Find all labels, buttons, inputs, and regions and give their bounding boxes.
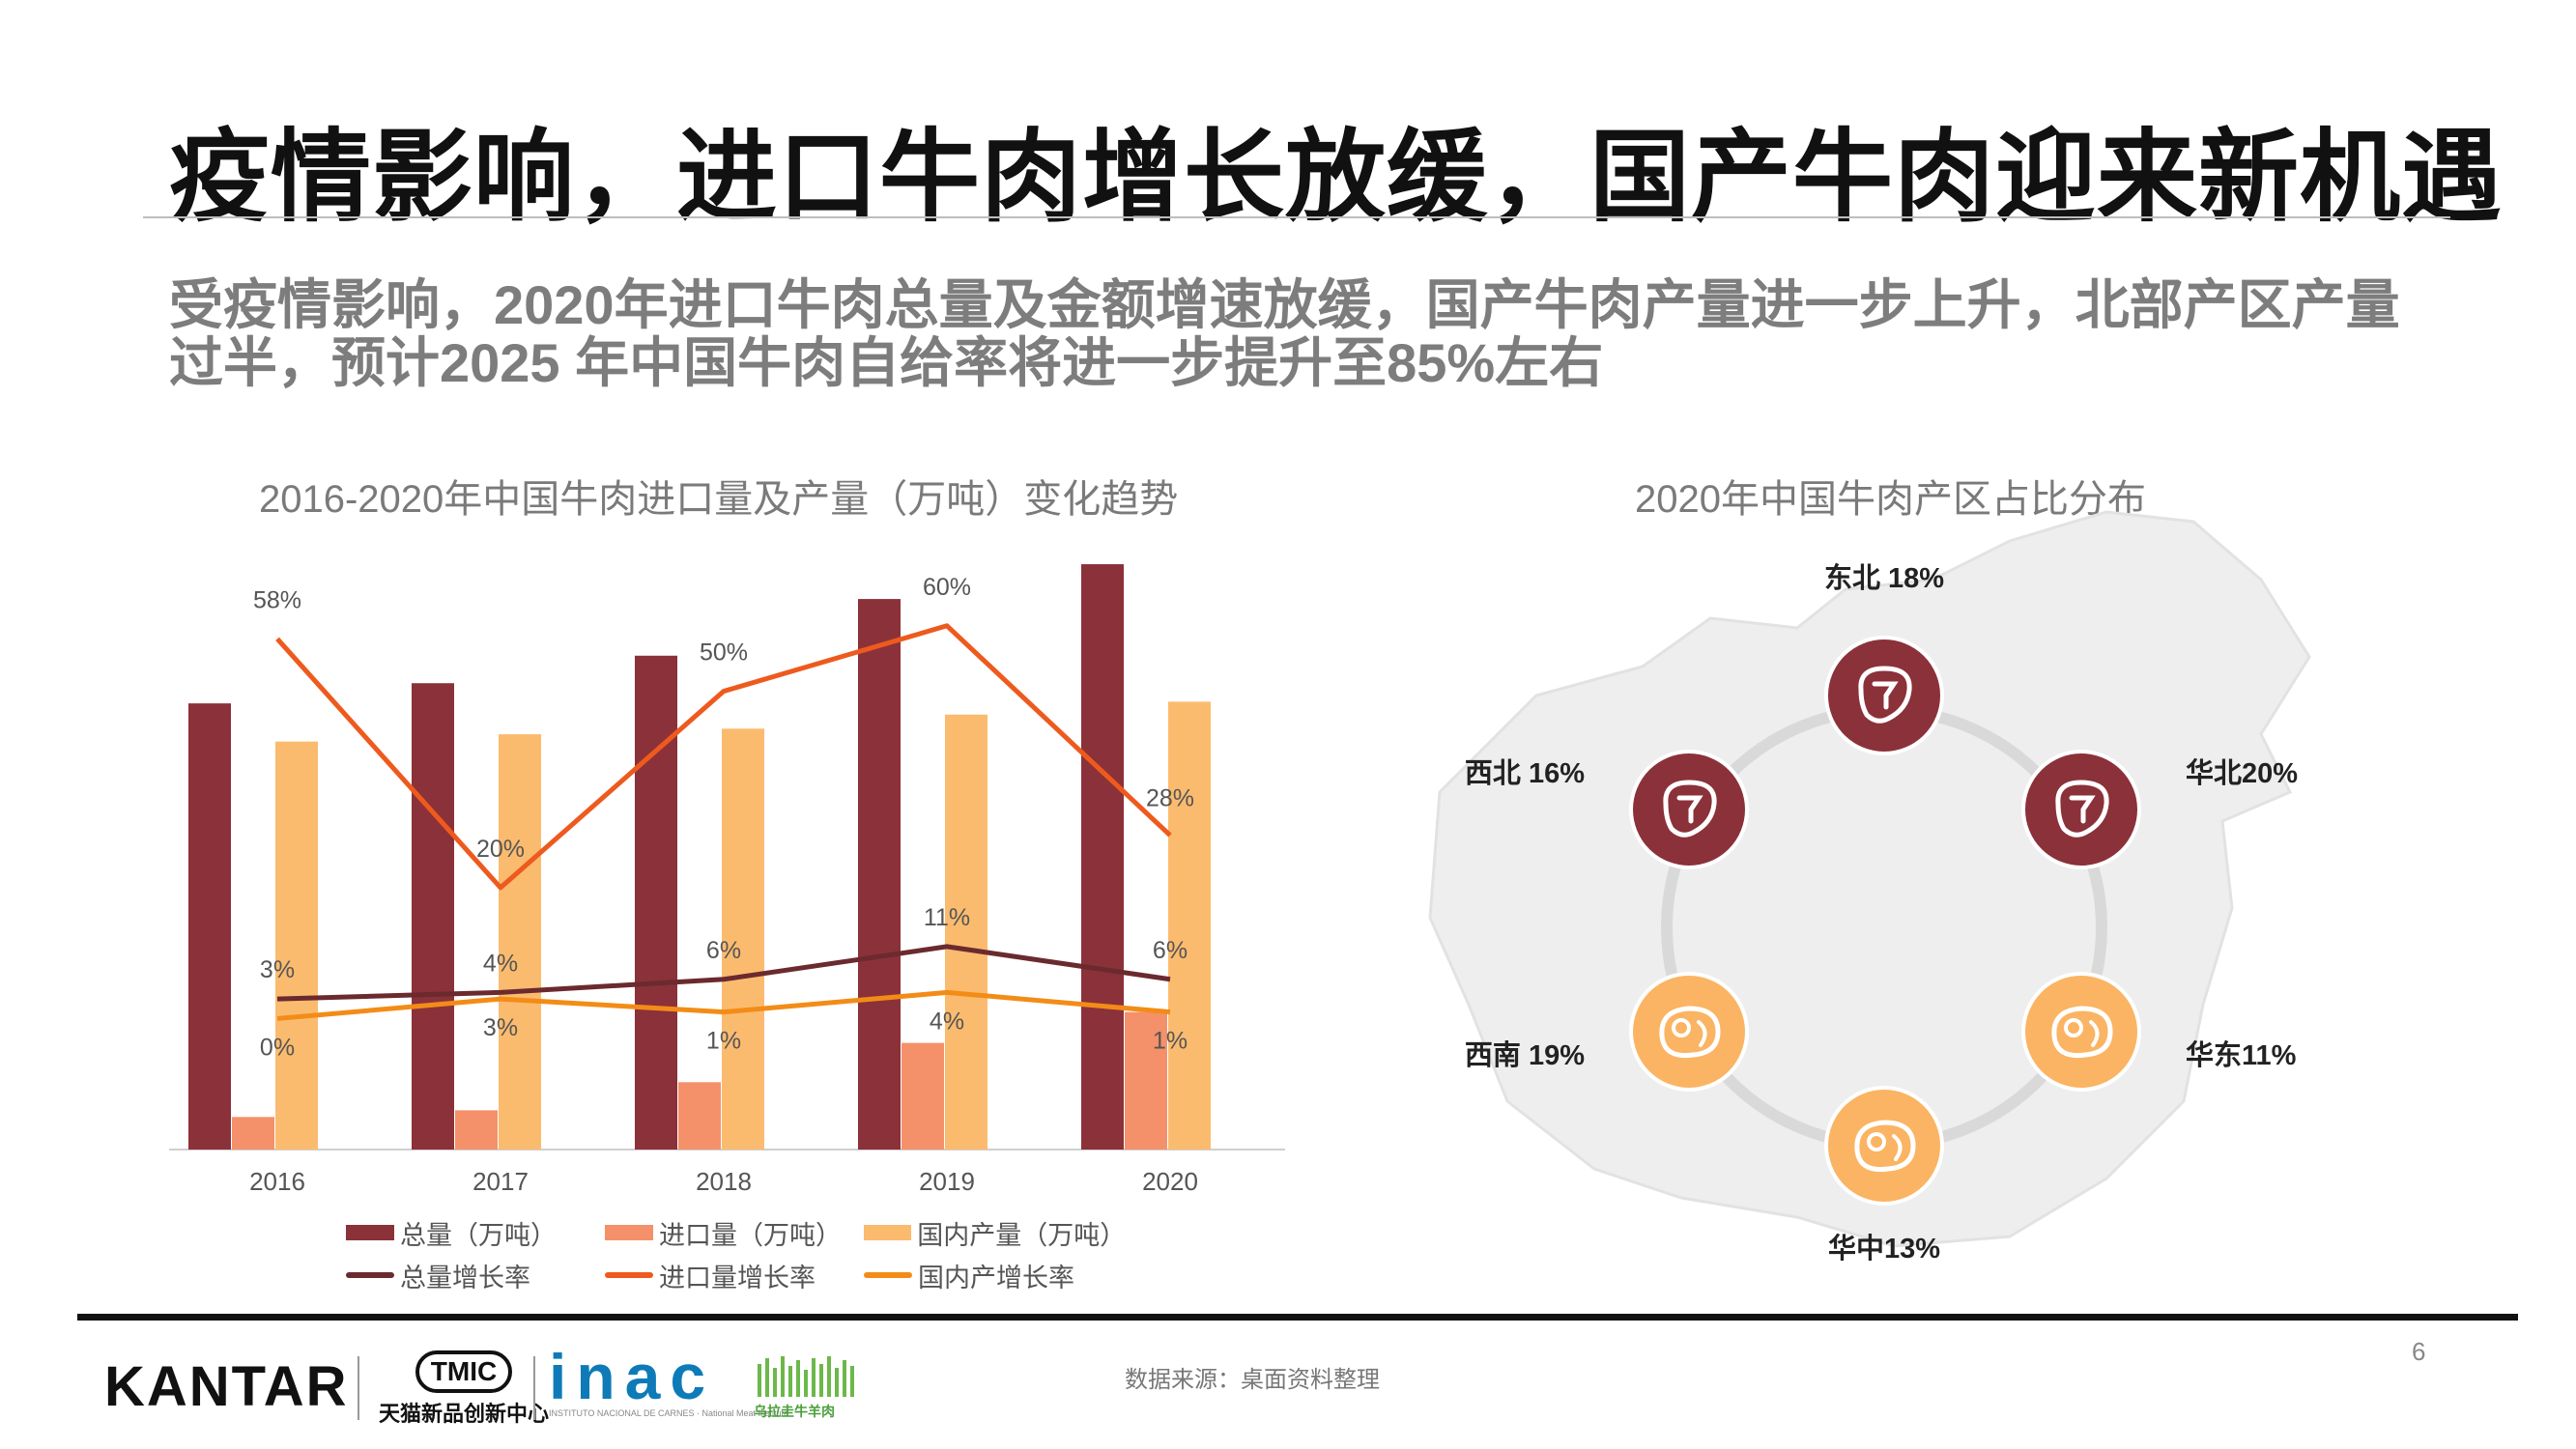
legend-item-total: 总量（万吨） bbox=[346, 1214, 605, 1252]
import-production-chart: 2016 2017 2018 2019 2020 3% 4% 6% 11% 6% 58% 20% 50%… bbox=[169, 564, 1285, 1196]
x-tick-label: 2017 bbox=[472, 1167, 529, 1196]
region-node-northwest bbox=[1629, 750, 1749, 869]
data-label: 60% bbox=[923, 574, 971, 601]
line-domestic-growth bbox=[276, 989, 1171, 1021]
bar-import bbox=[1125, 1011, 1167, 1150]
legend-label-import-growth: 进口量增长率 bbox=[659, 1263, 816, 1293]
legend-item-domestic: 国内产量（万吨） bbox=[864, 1214, 1127, 1252]
bar-domestic bbox=[1168, 701, 1211, 1150]
inac-logo: inac INSTITUTO NACIONAL DE CARNES · Nati… bbox=[549, 1345, 788, 1418]
legend-swatch-domestic bbox=[864, 1225, 912, 1240]
tmic-logo: TMIC 天猫新品创新中心 bbox=[379, 1350, 549, 1428]
tmic-logo-mark: TMIC bbox=[415, 1350, 513, 1393]
tmic-logo-caption: 天猫新品创新中心 bbox=[379, 1402, 550, 1426]
x-tick-label: 2020 bbox=[1142, 1167, 1198, 1196]
legend-swatch-import bbox=[605, 1225, 653, 1240]
legend-label-domestic-growth: 国内产增长率 bbox=[918, 1263, 1074, 1293]
legend-item-import: 进口量（万吨） bbox=[605, 1214, 864, 1252]
page-title: 疫情影响，进口牛肉增长放缓，国产牛肉迎来新机遇 bbox=[169, 122, 2504, 234]
bar-import bbox=[902, 1042, 944, 1150]
bar-total bbox=[412, 683, 454, 1150]
uruguay-beef-logo: 乌拉圭牛羊肉 bbox=[754, 1354, 862, 1421]
region-label: 华北20% bbox=[2186, 757, 2298, 789]
grass-icon bbox=[758, 1356, 854, 1397]
region-share-chart: 东北 18% 华北20% 华东11% 华中13% 西南 19% 西北 16% bbox=[1428, 510, 2311, 1264]
data-label: 4% bbox=[930, 1008, 964, 1035]
legend-label-total: 总量（万吨） bbox=[400, 1220, 557, 1250]
data-label: 11% bbox=[924, 904, 970, 931]
x-tick-label: 2016 bbox=[249, 1167, 305, 1196]
x-tick-label: 2019 bbox=[919, 1167, 975, 1196]
region-label: 东北 18% bbox=[1824, 561, 1944, 594]
bar-total bbox=[858, 599, 901, 1150]
title-divider bbox=[143, 216, 2450, 218]
region-node-northeast bbox=[1824, 636, 1944, 755]
page-number: 6 bbox=[2412, 1337, 2426, 1366]
legend-swatch-domestic-growth bbox=[864, 1272, 912, 1278]
legend-item-import-growth: 进口量增长率 bbox=[605, 1257, 864, 1294]
data-label: 6% bbox=[1153, 937, 1188, 964]
legend-item-domestic-growth: 国内产增长率 bbox=[864, 1257, 1123, 1294]
data-label: 58% bbox=[253, 586, 301, 613]
logo-divider bbox=[358, 1356, 359, 1420]
logo-divider bbox=[533, 1356, 535, 1420]
steak-icon bbox=[1663, 780, 1717, 838]
bar-domestic bbox=[275, 741, 318, 1150]
steak-icon bbox=[2055, 780, 2109, 838]
data-label: 1% bbox=[706, 1028, 741, 1055]
legend-swatch-total-growth bbox=[346, 1272, 394, 1278]
data-label: 3% bbox=[483, 1014, 518, 1041]
region-label: 华中13% bbox=[1828, 1233, 1940, 1264]
line-import-growth bbox=[275, 623, 1172, 891]
bar-import bbox=[678, 1082, 721, 1150]
region-label: 西北 16% bbox=[1465, 757, 1585, 789]
legend-item-total-growth: 总量增长率 bbox=[346, 1257, 605, 1294]
data-label: 28% bbox=[1146, 785, 1194, 812]
legend-swatch-import-growth bbox=[605, 1272, 653, 1278]
data-label: 50% bbox=[700, 639, 748, 667]
legend-label-domestic: 国内产量（万吨） bbox=[917, 1220, 1127, 1250]
x-tick-label: 2018 bbox=[696, 1167, 752, 1196]
data-label: 20% bbox=[476, 836, 525, 863]
data-label: 0% bbox=[260, 1034, 295, 1061]
footer-divider bbox=[77, 1314, 2518, 1321]
ham-icon bbox=[2051, 1006, 2113, 1059]
data-source-note: 数据来源：桌面资料整理 bbox=[1125, 1367, 1380, 1393]
legend-label-total-growth: 总量增长率 bbox=[400, 1263, 530, 1293]
bar-total bbox=[188, 703, 231, 1150]
bar-chart-title: 2016-2020年中国牛肉进口量及产量（万吨）变化趋势 bbox=[259, 478, 1179, 521]
bar-domestic bbox=[499, 734, 541, 1150]
legend-label-import: 进口量（万吨） bbox=[659, 1220, 842, 1250]
bar-domestic bbox=[945, 714, 987, 1150]
bar-domestic bbox=[722, 728, 764, 1150]
bar-total bbox=[1081, 564, 1124, 1150]
data-label: 3% bbox=[260, 956, 295, 983]
region-node-southwest bbox=[1629, 972, 1749, 1092]
ham-icon bbox=[1659, 1006, 1721, 1059]
ham-icon bbox=[1854, 1120, 1916, 1173]
page-subtitle: 受疫情影响，2020年进口牛肉总量及金额增速放缓，国产牛肉产量进一步上升，北部产… bbox=[169, 274, 2400, 393]
steak-icon bbox=[1858, 666, 1912, 724]
region-node-north bbox=[2021, 750, 2141, 869]
region-label: 华东11% bbox=[2186, 1038, 2297, 1071]
data-label: 6% bbox=[706, 937, 741, 964]
kantar-logo: KANTAR bbox=[104, 1355, 349, 1418]
region-node-central bbox=[1824, 1086, 1944, 1206]
line-total-growth bbox=[276, 944, 1171, 1002]
region-node-east bbox=[2021, 972, 2141, 1092]
uruguay-logo-caption: 乌拉圭牛羊肉 bbox=[754, 1404, 835, 1419]
chart-legend: 总量（万吨） 进口量（万吨） 国内产量（万吨） 总量增长率 进口量增长率 国内产… bbox=[346, 1211, 1127, 1296]
legend-swatch-total bbox=[346, 1225, 394, 1240]
region-label: 西南 19% bbox=[1465, 1039, 1585, 1071]
bar-total bbox=[635, 655, 677, 1150]
inac-logo-caption: INSTITUTO NACIONAL DE CARNES · National … bbox=[549, 1408, 789, 1418]
map-chart-title: 2020年中国牛肉产区占比分布 bbox=[1635, 478, 2146, 521]
bar-import bbox=[232, 1117, 274, 1150]
bar-import bbox=[455, 1110, 498, 1150]
data-label: 1% bbox=[1153, 1028, 1188, 1055]
data-label: 4% bbox=[483, 950, 518, 977]
inac-logo-mark: inac bbox=[549, 1341, 716, 1412]
